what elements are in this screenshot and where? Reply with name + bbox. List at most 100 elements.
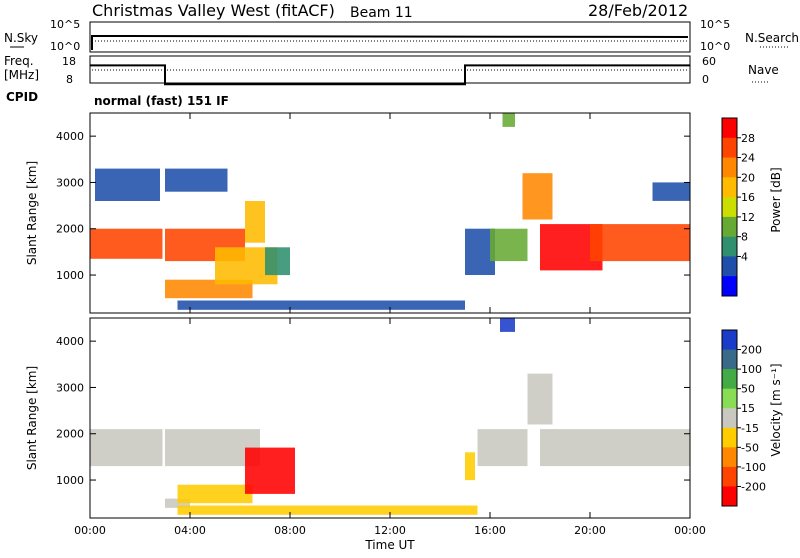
ytick-label: 2000: [56, 428, 84, 441]
nave-label: Nave: [748, 63, 779, 77]
colorbar-swatch: [722, 216, 737, 238]
colorbar-tick-label: 12: [741, 211, 755, 224]
xtick-label: 04:00: [174, 524, 206, 537]
power-region: [165, 168, 228, 192]
colorbar-swatch: [722, 369, 737, 390]
beam-label: Beam 11: [350, 5, 413, 21]
vel-region: [165, 429, 260, 467]
power-region: [590, 224, 690, 262]
colorbar-swatch: [722, 349, 737, 370]
colorbar-tick-label: 16: [741, 191, 755, 204]
colorbar-tick-label: 100: [741, 363, 762, 376]
xtick-label: 20:00: [574, 524, 606, 537]
ytick-label: 4000: [56, 335, 84, 348]
colorbar-tick-label: 15: [741, 402, 755, 415]
date-label: 28/Feb/2012: [588, 1, 688, 20]
colorbar-frame: [721, 329, 738, 507]
colorbar-swatch: [722, 177, 737, 198]
x-axis: 00:00 04:00 08:00 12:00 16:00 20:00 00:00: [74, 113, 706, 537]
velocity-panel: Slant Range [km] 1000 2000 3000 4000: [25, 317, 691, 519]
xtick-label: 00:00: [74, 524, 106, 537]
vel-region: [177, 505, 478, 515]
freq-trace: [90, 64, 690, 86]
colorbar-swatch: [722, 486, 737, 507]
power-region: [490, 228, 528, 262]
velocity-colorbar: 200 100 50 15 -15 -50 -100 -200: [721, 329, 766, 507]
ytick-label: 4000: [56, 130, 84, 143]
freq-unit: [MHz]: [4, 68, 39, 82]
colorbar-tick-label: -50: [741, 441, 759, 454]
xtick-label: 08:00: [274, 524, 306, 537]
colorbar-tick-label: 8: [741, 231, 748, 244]
power-region: [522, 173, 553, 220]
power-region: [177, 300, 465, 310]
colorbar-tick-label: 200: [741, 344, 762, 357]
freq-label: Freq.: [4, 54, 34, 68]
freq-tick-top: 18: [62, 55, 76, 68]
power-ylabel: Slant Range [km]: [25, 161, 39, 265]
power-region: [245, 201, 265, 243]
colorbar-tick-label: -15: [741, 422, 759, 435]
nave-tick-top: 60: [702, 55, 716, 68]
ytick-label: 2000: [56, 223, 84, 236]
freq-tick-bottom: 8: [66, 73, 73, 86]
colorbar-swatch: [722, 388, 737, 409]
colorbar-swatch: [722, 157, 737, 178]
x-axis-label: Time UT: [364, 538, 415, 552]
station-title: Christmas Valley West (fitACF): [92, 1, 335, 20]
colorbar-tick-label: 4: [741, 250, 748, 263]
vel-region: [177, 484, 253, 504]
nsky-scale-bottom: 10^0: [50, 40, 80, 53]
colorbar-swatch: [722, 427, 737, 448]
vel-region: [477, 429, 528, 467]
colorbar-swatch: [722, 276, 737, 297]
colorbar-swatch: [722, 137, 737, 159]
colorbar-tick-label: 20: [741, 171, 755, 184]
colorbar-tick-label: 24: [741, 152, 755, 165]
colorbar-swatch: [722, 466, 737, 487]
vel-region: [527, 373, 553, 425]
colorbar-swatch: [722, 447, 737, 468]
power-heatmap: [90, 113, 690, 310]
cpid-value: normal (fast) 151 IF: [94, 94, 229, 108]
colorbar-tick-label: 50: [741, 383, 755, 396]
nsky-trace: [91, 34, 689, 50]
ytick-label: 3000: [56, 381, 84, 394]
nave-tick-bottom: 0: [702, 73, 709, 86]
vel-region: [90, 429, 163, 467]
colorbar-frame: [721, 117, 738, 297]
xtick-label: 00:00: [674, 524, 706, 537]
ytick-label: 3000: [56, 176, 84, 189]
power-panel: Slant Range [km] 1000 2000 3000 4000: [25, 112, 691, 314]
vel-region: [465, 452, 475, 481]
power-region: [502, 113, 515, 127]
colorbar-swatch: [722, 236, 737, 257]
vel-region: [500, 318, 515, 332]
velocity-ylabel: Slant Range [km]: [25, 366, 39, 470]
colorbar-swatch: [722, 197, 737, 218]
colorbar-tick-label: -100: [741, 461, 766, 474]
vel-region: [165, 498, 190, 508]
power-region: [90, 228, 163, 259]
freq-strip: Freq. [MHz] 18 8 60 0 Nave: [4, 54, 779, 86]
power-region: [265, 247, 290, 276]
ytick-label: 1000: [56, 269, 84, 282]
velocity-yticks: 1000 2000 3000 4000: [56, 335, 690, 487]
power-colorbar-label: Power [dB]: [769, 167, 783, 232]
nsearch-scale-bottom: 10^0: [700, 40, 730, 53]
nsky-label: N.Sky: [4, 31, 38, 45]
power-colorbar: 28 24 20 16 12 8 4: [721, 117, 755, 297]
nsearch-label: N.Search: [745, 31, 799, 45]
power-region: [652, 182, 690, 201]
vel-region: [540, 429, 690, 467]
nsearch-scale-top: 10^5: [700, 18, 730, 31]
nsky-strip: N.Sky 10^5 10^0 10^5 10^0 N.Search: [4, 18, 799, 53]
colorbar-swatch: [722, 118, 737, 139]
ytick-label: 1000: [56, 474, 84, 487]
colorbar-tick-label: -200: [741, 480, 766, 493]
colorbar-swatch: [722, 408, 737, 429]
colorbar-tick-label: 28: [741, 132, 755, 145]
velocity-heatmap: [90, 318, 690, 515]
